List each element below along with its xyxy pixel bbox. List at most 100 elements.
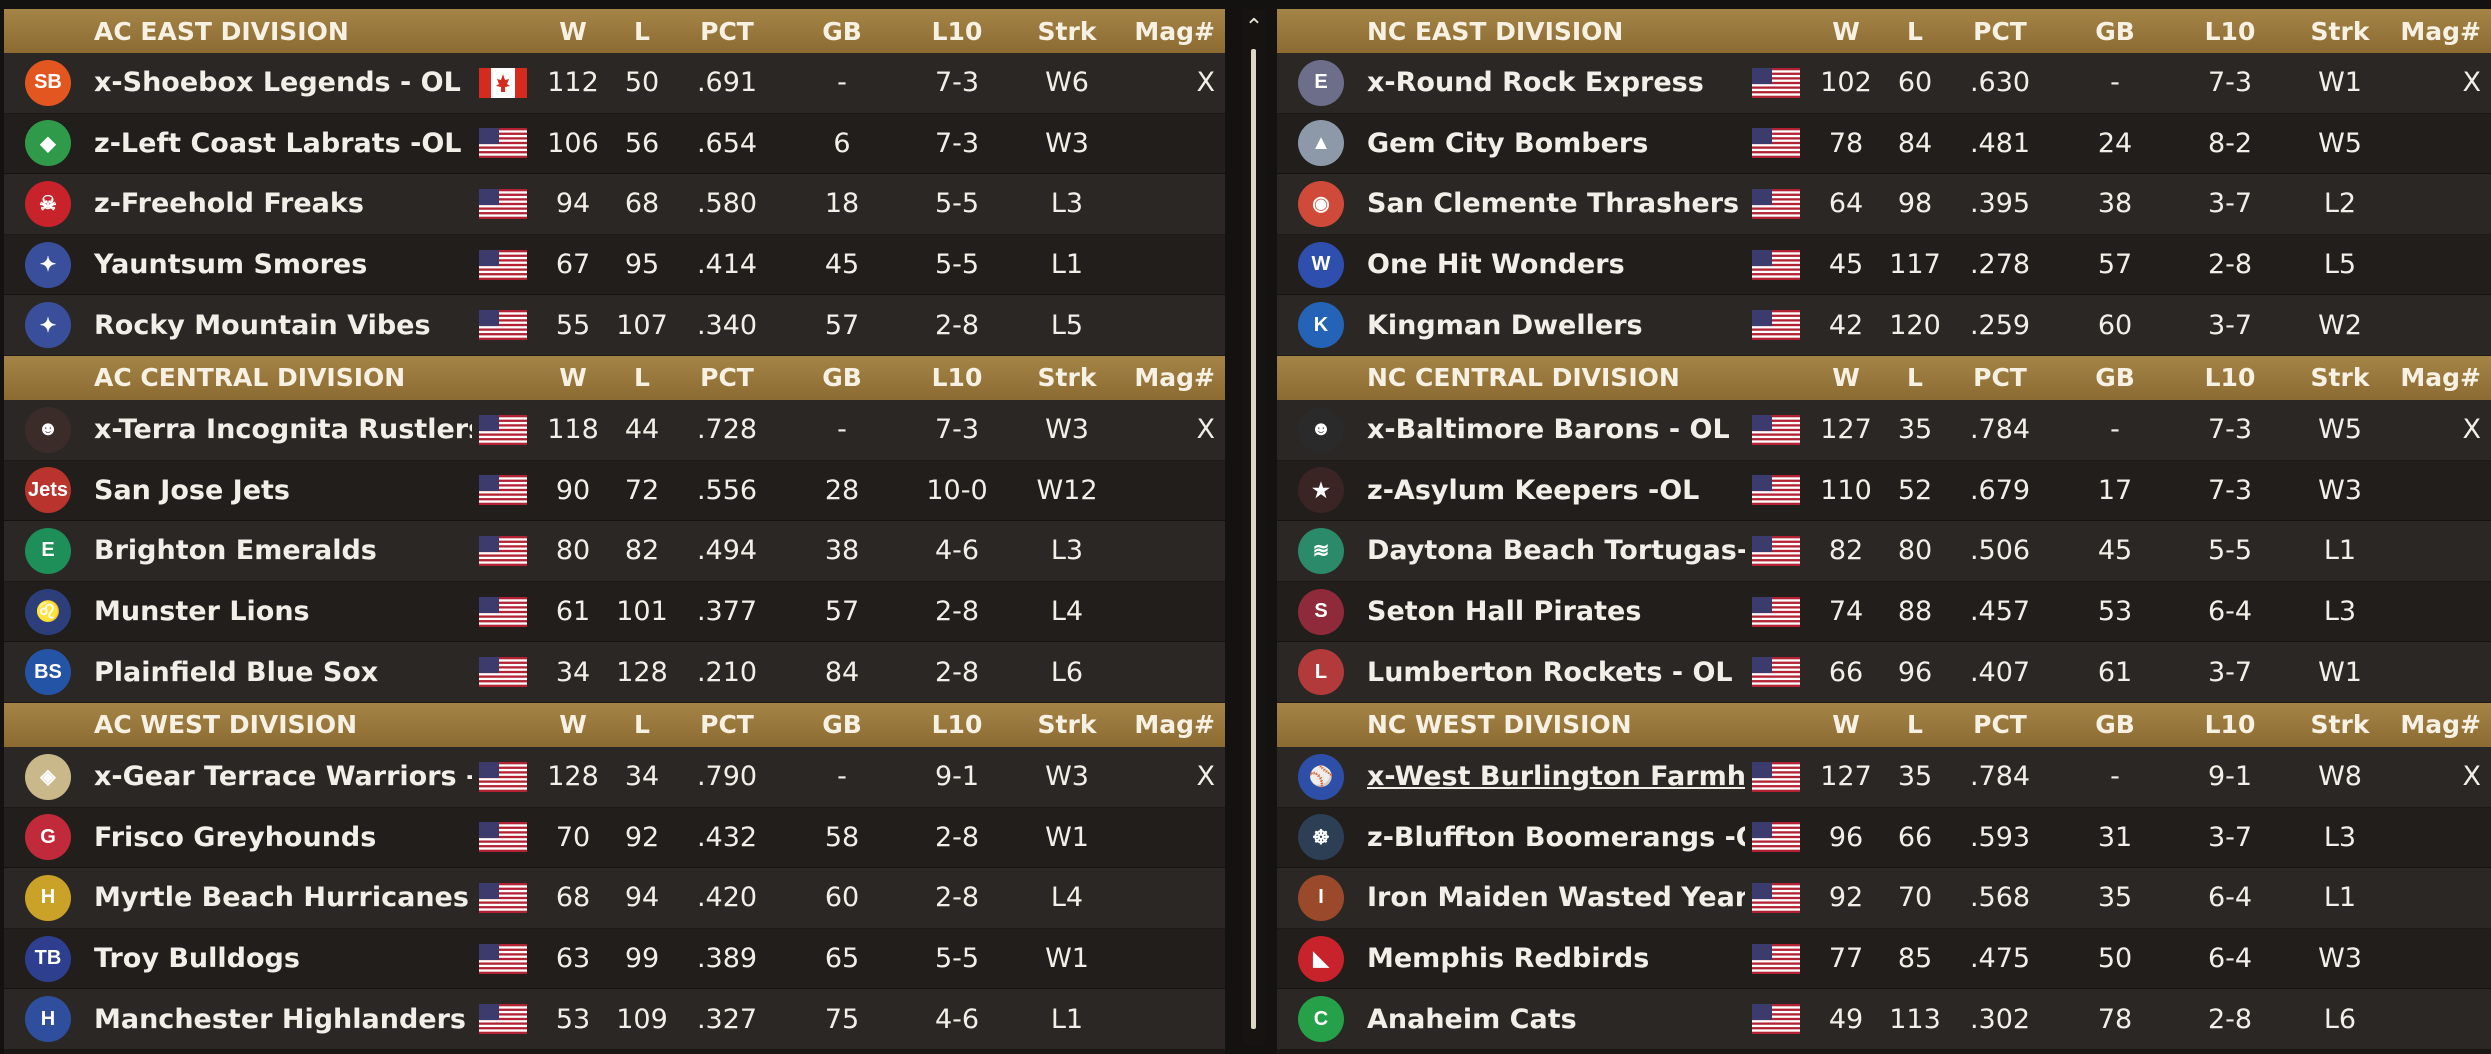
games-back-value: 45 [824, 249, 860, 281]
pct-value: .784 [1969, 414, 2031, 446]
team-name-link[interactable]: Brighton Emeralds [94, 535, 377, 567]
team-name-link[interactable]: Plainfield Blue Sox [94, 656, 379, 688]
team-name-link[interactable]: Manchester Highlanders [94, 1003, 466, 1035]
usa-flag-icon [479, 249, 527, 280]
last-ten-value: 2-8 [934, 882, 980, 914]
games-back-value: 65 [824, 943, 860, 975]
team-row[interactable]: TB Troy Bulldogs 63 99 .389 65 5-5 W1 [4, 928, 1225, 990]
last-ten-value: 7-3 [2207, 474, 2253, 506]
team-row[interactable]: ✦ Rocky Mountain Vibes 55 107 .340 57 2-8 L5 [4, 295, 1225, 356]
team-row[interactable]: L Lumberton Rockets - OL 66 96 .407 61 3-7 W1 [1277, 642, 2491, 703]
team-row[interactable]: H Manchester Highlanders 53 109 .327 75 4-6 L1 [4, 989, 1225, 1050]
team-name-link[interactable]: Memphis Redbirds [1367, 943, 1650, 975]
team-name-link[interactable]: Rocky Mountain Vibes [94, 309, 431, 341]
team-name-link[interactable]: x-West Burlington Farmhands - [1367, 761, 1745, 793]
team-row[interactable]: ▲ Gem City Bombers 78 84 .481 24 8-2 W5 [1277, 113, 2491, 175]
team-name-link[interactable]: Iron Maiden Wasted Years - OL [1367, 882, 1745, 914]
team-row[interactable]: ☠ z-Freehold Freaks 94 68 .580 18 5-5 L3 [4, 174, 1225, 235]
usa-flag-icon [1752, 1004, 1800, 1035]
team-row[interactable]: ★ z-Asylum Keepers -OL 110 52 .679 17 7-3 W3 [1277, 460, 2491, 522]
team-row[interactable]: ◆ z-Left Coast Labrats -OL 106 56 .654 6 7-3 W3 [4, 113, 1225, 175]
team-name-link[interactable]: Munster Lions [94, 596, 310, 628]
team-name-link[interactable]: Kingman Dwellers [1367, 309, 1643, 341]
last-ten-value: 7-3 [2207, 414, 2253, 446]
col-header-l10: L10 [931, 710, 983, 740]
team-logo-cell: ★ [1277, 467, 1365, 514]
team-logo-cell: ♌ [4, 588, 92, 635]
scrollbar[interactable]: ⌃ [1243, 9, 1265, 1045]
team-row[interactable]: E Brighton Emeralds 80 82 .494 38 4-6 L3 [4, 521, 1225, 582]
wins-value: 49 [1828, 1003, 1864, 1035]
scroll-thumb[interactable] [1251, 49, 1256, 1029]
team-row[interactable]: ◉ San Clemente Thrashers 64 98 .395 38 3-7 L2 [1277, 174, 2491, 235]
col-header-strk: Strk [2310, 710, 2370, 740]
team-row[interactable]: ✦ Yauntsum Smores 67 95 .414 45 5-5 L1 [4, 234, 1225, 296]
team-name-link[interactable]: Daytona Beach Tortugas-OL [1367, 535, 1745, 567]
col-header-w: W [559, 363, 587, 393]
wins-value: 90 [555, 474, 591, 506]
team-row[interactable]: ☻ x-Terra Incognita Rustlers -OL 118 44 .728… [4, 399, 1225, 461]
team-row[interactable]: I Iron Maiden Wasted Years - OL 92 70 .568 35… [1277, 868, 2491, 929]
team-row[interactable]: SB x-Shoebox Legends - OL 112 50 .691 - 7-3 W6 X [4, 53, 1225, 114]
team-row[interactable]: ☻ x-Baltimore Barons - OL 127 35 .784 - 7-3 W5 X [1277, 399, 2491, 461]
team-name-link[interactable]: z-Left Coast Labrats -OL [94, 127, 462, 159]
team-name-link[interactable]: x-Baltimore Barons - OL [1367, 414, 1730, 446]
team-name-link[interactable]: z-Bluffton Boomerangs -OL [1367, 821, 1745, 853]
team-row[interactable]: BS Plainfield Blue Sox 34 128 .210 84 2-8 L6 [4, 642, 1225, 703]
team-row[interactable]: H Myrtle Beach Hurricanes 68 94 .420 60 2-8 L4 [4, 868, 1225, 929]
team-name-link[interactable]: z-Freehold Freaks [94, 188, 364, 220]
last-ten-value: 3-7 [2207, 188, 2253, 220]
scroll-up-arrow-icon[interactable]: ⌃ [1244, 15, 1264, 40]
team-name-link[interactable]: x-Gear Terrace Warriors - OL [94, 761, 472, 793]
losses-value: 84 [1897, 127, 1933, 159]
team-name-link[interactable]: x-Terra Incognita Rustlers -OL [94, 414, 472, 446]
games-back-value: 38 [824, 535, 860, 567]
streak-value: W3 [1045, 414, 1089, 446]
team-logo-cell: ▲ [1277, 120, 1365, 167]
team-name-link[interactable]: Troy Bulldogs [94, 943, 300, 975]
team-row[interactable]: ⚾ x-West Burlington Farmhands - 127 35 .784 -… [1277, 746, 2491, 808]
last-ten-value: 4-6 [934, 535, 980, 567]
team-row[interactable]: K Kingman Dwellers 42 120 .259 60 3-7 W2 [1277, 295, 2491, 356]
team-name-link[interactable]: Lumberton Rockets - OL [1367, 656, 1733, 688]
team-row[interactable]: ◣ Memphis Redbirds 77 85 .475 50 6-4 W3 [1277, 928, 2491, 990]
team-name-link[interactable]: San Jose Jets [94, 474, 291, 506]
team-row[interactable]: Jets San Jose Jets 90 72 .556 28 10-0 W12 [4, 460, 1225, 522]
team-row[interactable]: G Frisco Greyhounds 70 92 .432 58 2-8 W1 [4, 807, 1225, 869]
usa-flag-icon [1752, 535, 1800, 566]
team-row[interactable]: W One Hit Wonders 45 117 .278 57 2-8 L5 [1277, 234, 2491, 296]
usa-flag-icon [479, 310, 527, 341]
team-row[interactable]: C Anaheim Cats 49 113 .302 78 2-8 L6 [1277, 989, 2491, 1050]
team-name-link[interactable]: x-Round Rock Express [1367, 67, 1704, 99]
col-header-gb: GB [2095, 710, 2135, 740]
team-flag-cell [1745, 414, 1807, 445]
team-row[interactable]: ≋ Daytona Beach Tortugas-OL 82 80 .506 45 5-5 L… [1277, 521, 2491, 582]
team-row[interactable]: ◈ x-Gear Terrace Warriors - OL 128 34 .790 - 9… [4, 746, 1225, 808]
team-name-link[interactable]: One Hit Wonders [1367, 249, 1625, 281]
team-name-link[interactable]: x-Shoebox Legends - OL [94, 67, 461, 99]
team-name-link[interactable]: Seton Hall Pirates [1367, 596, 1642, 628]
express-logo-icon: E [1298, 59, 1344, 106]
team-name-link[interactable]: San Clemente Thrashers [1367, 188, 1740, 220]
team-name-link[interactable]: Frisco Greyhounds [94, 821, 377, 853]
team-row[interactable]: ☸ z-Bluffton Boomerangs -OL 96 66 .593 31 3-7 L… [1277, 807, 2491, 869]
hurricanes-logo-icon: H [25, 874, 71, 921]
usa-flag-icon [479, 188, 527, 219]
team-row[interactable]: S Seton Hall Pirates 74 88 .457 53 6-4 L3 [1277, 581, 2491, 643]
team-name-link[interactable]: z-Asylum Keepers -OL [1367, 474, 1700, 506]
col-header-pct: PCT [1973, 710, 2027, 740]
last-ten-value: 9-1 [934, 761, 980, 793]
wins-value: 61 [555, 596, 591, 628]
team-row[interactable]: ♌ Munster Lions 61 101 .377 57 2-8 L4 [4, 581, 1225, 643]
team-name-link[interactable]: Anaheim Cats [1367, 1003, 1577, 1035]
magic-number-value: X [2462, 414, 2482, 446]
pct-value: .457 [1969, 596, 2031, 628]
greyhounds-logo-icon: G [25, 814, 71, 861]
team-name-link[interactable]: Gem City Bombers [1367, 127, 1649, 159]
team-name-link[interactable]: Yauntsum Smores [94, 249, 368, 281]
team-name-link[interactable]: Myrtle Beach Hurricanes [94, 882, 469, 914]
losses-value: 94 [624, 882, 660, 914]
col-header-pct: PCT [1973, 363, 2027, 393]
team-logo-cell: TB [4, 935, 92, 982]
